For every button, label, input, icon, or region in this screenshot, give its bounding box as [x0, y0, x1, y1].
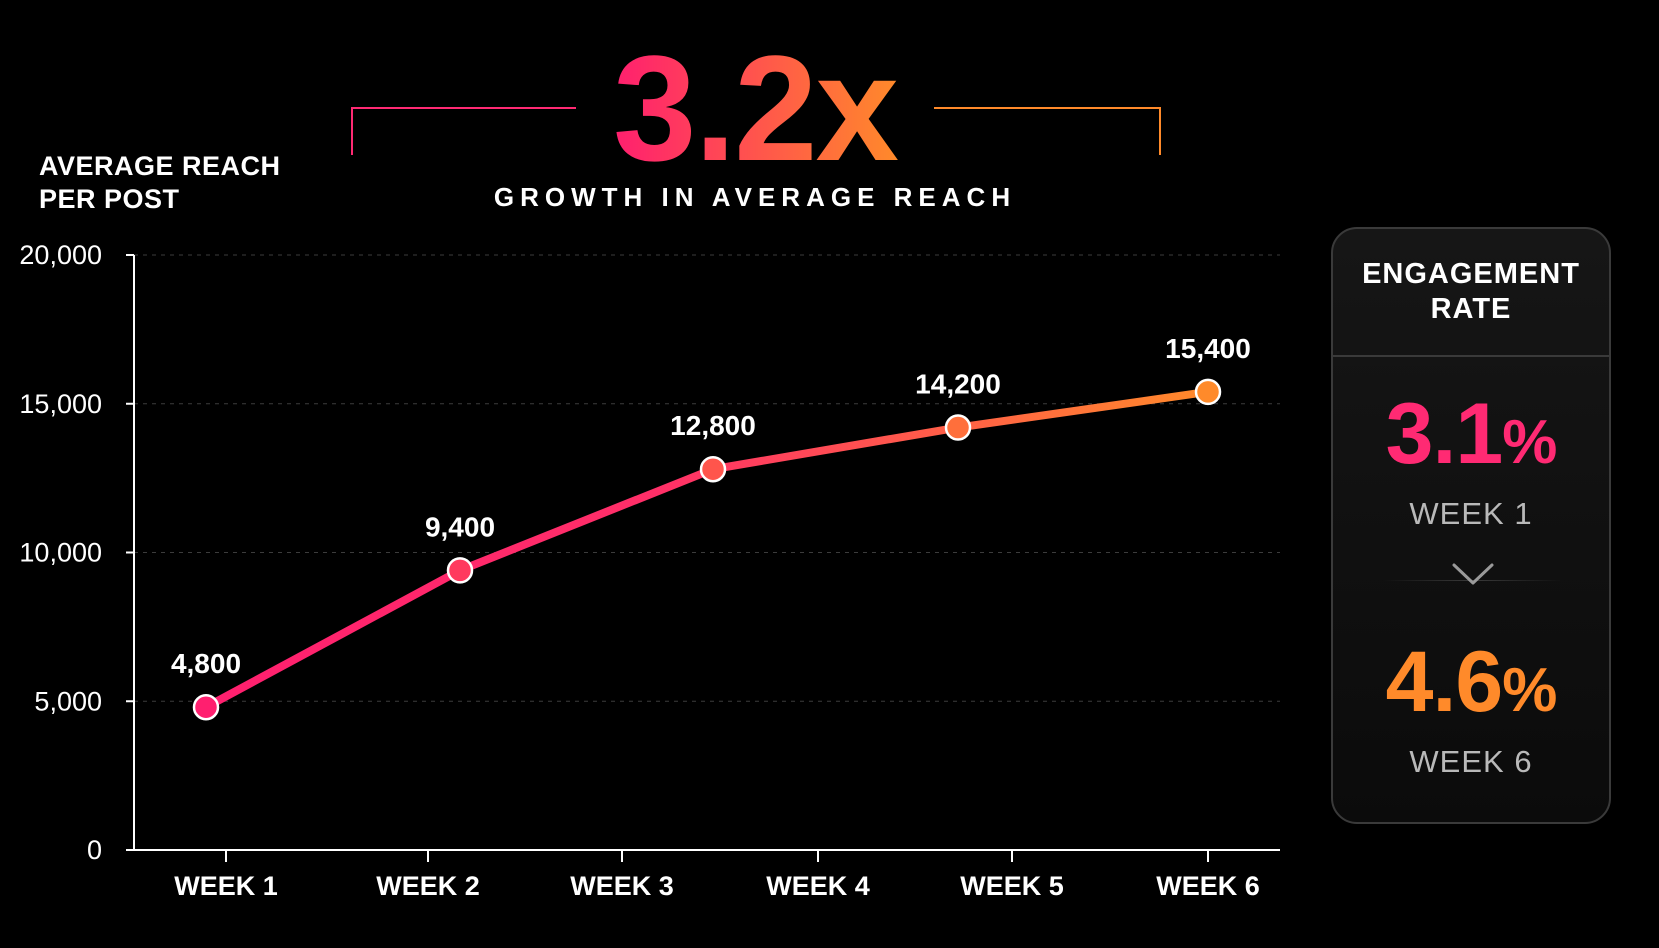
y-tick-label: 0: [87, 835, 102, 865]
x-tick-label: WEEK 5: [960, 871, 1064, 901]
y-axis-title: AVERAGE REACH PER POST: [39, 150, 281, 216]
engagement-title-line-2: RATE: [1430, 293, 1512, 325]
x-tick-label: WEEK 1: [174, 871, 278, 901]
y-axis-title-line-2: PER POST: [39, 184, 180, 214]
data-labels: 4,800 9,400 12,800 14,200 15,400: [171, 333, 1251, 679]
data-label: 15,400: [1165, 333, 1251, 364]
headline-subtitle: GROWTH IN AVERAGE REACH: [494, 182, 1016, 212]
panel-divider: [1383, 580, 1563, 581]
data-point: [1194, 378, 1222, 406]
headline-bracket-left: [351, 107, 576, 155]
engagement-week1-unit: %: [1502, 408, 1557, 477]
data-label: 9,400: [425, 511, 495, 542]
engagement-week6-value: 4.6%: [1333, 637, 1609, 736]
data-points: [192, 378, 1222, 721]
engagement-week6-label: WEEK 6: [1409, 744, 1533, 779]
y-tick-label: 5,000: [34, 686, 102, 716]
headline-value: 3.2x: [613, 24, 899, 192]
x-tick-labels: WEEK 1 WEEK 2 WEEK 3 WEEK 4 WEEK 5 WEEK 6: [174, 871, 1260, 901]
data-label: 12,800: [670, 410, 756, 441]
chevron-down-icon: [1452, 563, 1494, 585]
engagement-panel-title: ENGAGEMENT RATE: [1333, 229, 1609, 357]
engagement-rate-panel: ENGAGEMENT RATE 3.1% WEEK 1 4.6% WEEK 6: [1331, 227, 1611, 824]
engagement-week6-number: 4.6: [1385, 634, 1504, 730]
axes: [126, 254, 1280, 862]
engagement-week6-unit: %: [1502, 656, 1557, 725]
engagement-week6: 4.6% WEEK 6: [1333, 637, 1609, 780]
engagement-title-line-1: ENGAGEMENT: [1362, 258, 1580, 290]
x-tick-label: WEEK 4: [766, 871, 870, 901]
y-axis-title-line-1: AVERAGE REACH: [39, 151, 281, 181]
headline-bracket-right: [934, 107, 1161, 155]
y-tick-labels: 0 5,000 10,000 15,000 20,000: [19, 240, 102, 865]
data-label: 4,800: [171, 648, 241, 679]
engagement-week1-number: 3.1: [1385, 386, 1504, 482]
data-label: 14,200: [915, 369, 1001, 400]
y-tick-label: 10,000: [19, 538, 102, 568]
data-point: [944, 414, 972, 441]
x-tick-label: WEEK 3: [570, 871, 674, 901]
data-point: [446, 557, 474, 584]
data-point: [699, 455, 727, 483]
x-tick-label: WEEK 6: [1156, 871, 1260, 901]
grid-lines: [134, 254, 1280, 702]
data-point: [192, 693, 220, 721]
engagement-week1-value: 3.1%: [1333, 389, 1609, 488]
x-tick-label: WEEK 2: [376, 871, 480, 901]
engagement-week1: 3.1% WEEK 1: [1333, 389, 1609, 532]
y-tick-label: 20,000: [19, 240, 102, 270]
y-tick-label: 15,000: [19, 389, 102, 419]
engagement-week1-label: WEEK 1: [1409, 496, 1533, 531]
